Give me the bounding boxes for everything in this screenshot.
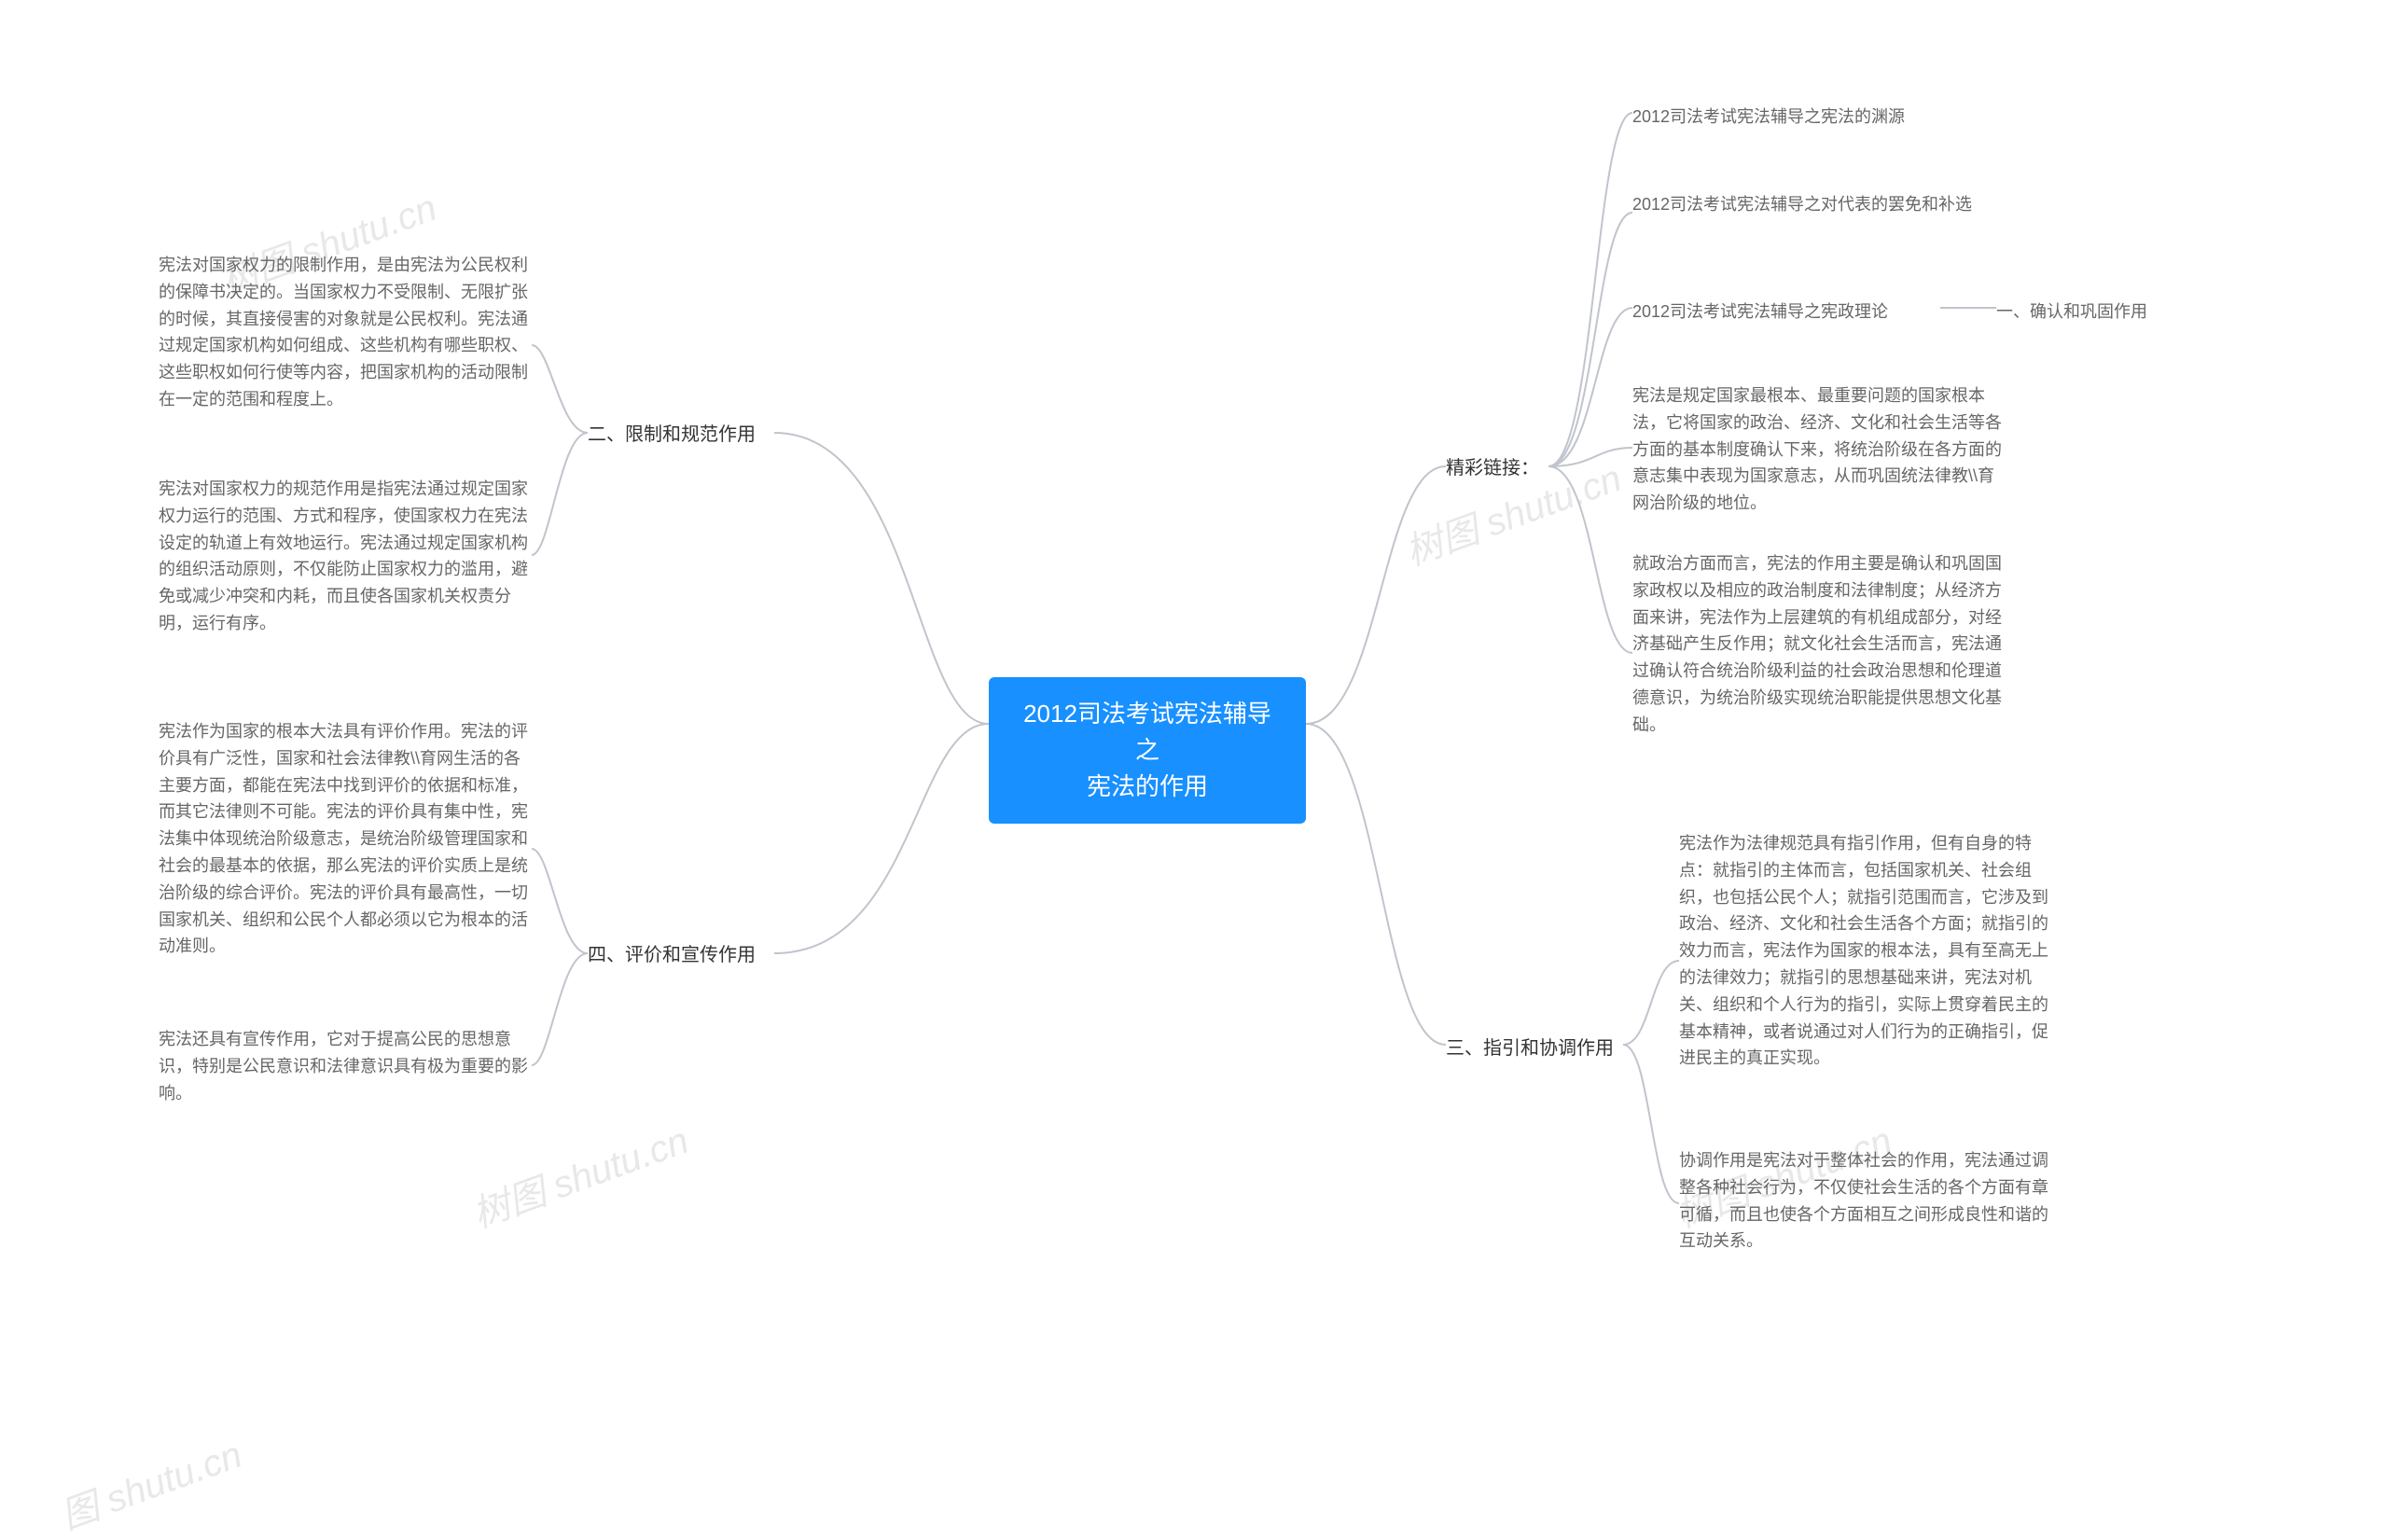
leaf-link-2[interactable]: 2012司法考试宪法辅导之对代表的罢免和补选 bbox=[1632, 191, 2006, 218]
leaf-two-2[interactable]: 宪法对国家权力的规范作用是指宪法通过规定国家权力运行的范围、方式和程序，使国家权… bbox=[159, 476, 532, 637]
branch-three[interactable]: 三、指引和协调作用 bbox=[1446, 1035, 1614, 1061]
leaf-three-2[interactable]: 协调作用是宪法对于整体社会的作用，宪法通过调整各种社会行为，不仅使社会生活的各个… bbox=[1679, 1147, 2052, 1255]
branch-four[interactable]: 四、评价和宣传作用 bbox=[588, 942, 756, 968]
branch-links[interactable]: 精彩链接： bbox=[1446, 455, 1539, 481]
branch-two[interactable]: 二、限制和规范作用 bbox=[588, 422, 756, 448]
leaf-two-1[interactable]: 宪法对国家权力的限制作用，是由宪法为公民权利的保障书决定的。当国家权力不受限制、… bbox=[159, 252, 532, 413]
leaf-link-3[interactable]: 2012司法考试宪法辅导之宪政理论 bbox=[1632, 298, 1940, 326]
root-title-line2: 宪法的作用 bbox=[1087, 772, 1208, 800]
leaf-link-5[interactable]: 就政治方面而言，宪法的作用主要是确认和巩固国家政权以及相应的政治制度和法律制度；… bbox=[1632, 550, 2006, 739]
root-node[interactable]: 2012司法考试宪法辅导之 宪法的作用 bbox=[989, 677, 1306, 824]
watermark: 树图 shutu.cn bbox=[464, 1110, 695, 1238]
leaf-four-2[interactable]: 宪法还具有宣传作用，它对于提高公民的思想意识，特别是公民意识和法律意识具有极为重… bbox=[159, 1026, 532, 1106]
root-title-line1: 2012司法考试宪法辅导之 bbox=[1023, 700, 1271, 764]
leaf-link-4[interactable]: 宪法是规定国家最根本、最重要问题的国家根本法，它将国家的政治、经济、文化和社会生… bbox=[1632, 382, 2006, 517]
watermark: 图 shutu.cn bbox=[52, 1424, 248, 1540]
mindmap-canvas: 树图 shutu.cn 树图 shutu.cn 树图 shutu.cn 树图 s… bbox=[0, 0, 2388, 1489]
leaf-link-3-child[interactable]: 一、确认和巩固作用 bbox=[1996, 298, 2239, 326]
leaf-three-1[interactable]: 宪法作为法律规范具有指引作用，但有自身的特点：就指引的主体而言，包括国家机关、社… bbox=[1679, 830, 2052, 1072]
leaf-link-1[interactable]: 2012司法考试宪法辅导之宪法的渊源 bbox=[1632, 104, 2006, 131]
leaf-four-1[interactable]: 宪法作为国家的根本大法具有评价作用。宪法的评价具有广泛性，国家和社会法律教\\育… bbox=[159, 718, 532, 960]
